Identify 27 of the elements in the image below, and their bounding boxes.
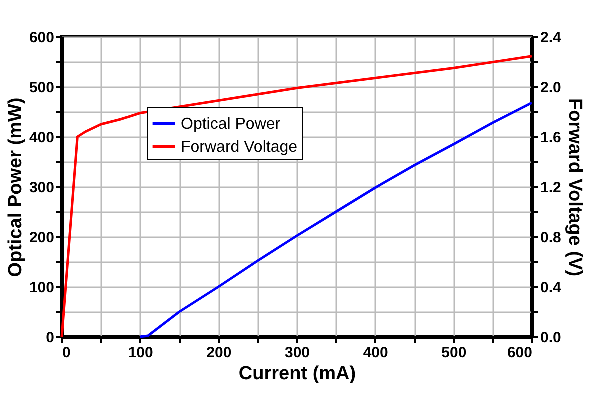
x-tick-label: 600 xyxy=(507,344,532,362)
x-tick-label: 100 xyxy=(128,344,154,362)
y2-tick-label: 0.4 xyxy=(540,280,562,296)
y-tick-label: 0 xyxy=(46,330,54,346)
y2-tick-label: 0.8 xyxy=(540,230,562,246)
y2-tick-label: 1.2 xyxy=(540,180,562,196)
x-tick-label: 200 xyxy=(206,344,232,362)
x-tick-label: 500 xyxy=(442,344,467,362)
y2-tick-label: 2.0 xyxy=(540,80,562,96)
y-tick-label: 300 xyxy=(29,180,54,196)
y-tick-label: 200 xyxy=(29,230,54,246)
y-tick-label: 100 xyxy=(29,280,54,296)
line-series xyxy=(139,102,534,338)
y-tick-label: 400 xyxy=(29,130,54,146)
legend-label: Forward Voltage xyxy=(181,139,298,156)
y-tick-label: 600 xyxy=(29,30,54,46)
legend-label: Optical Power xyxy=(181,116,282,133)
y2-tick-label: 1.6 xyxy=(540,130,562,146)
y2-tick-label: 2.4 xyxy=(540,30,562,46)
x-tick-label: 300 xyxy=(284,344,310,362)
x-tick-label: 0 xyxy=(62,344,71,362)
y-axis-title: Optical Power (mW) xyxy=(5,98,26,278)
x-tick-label: 400 xyxy=(363,344,388,362)
y-tick-label: 500 xyxy=(29,80,54,96)
y2-tick-label: 0.0 xyxy=(540,330,562,346)
x-axis-title: Current (mA) xyxy=(238,364,356,384)
y2-axis-title: Forward Voltage (V) xyxy=(564,98,586,277)
